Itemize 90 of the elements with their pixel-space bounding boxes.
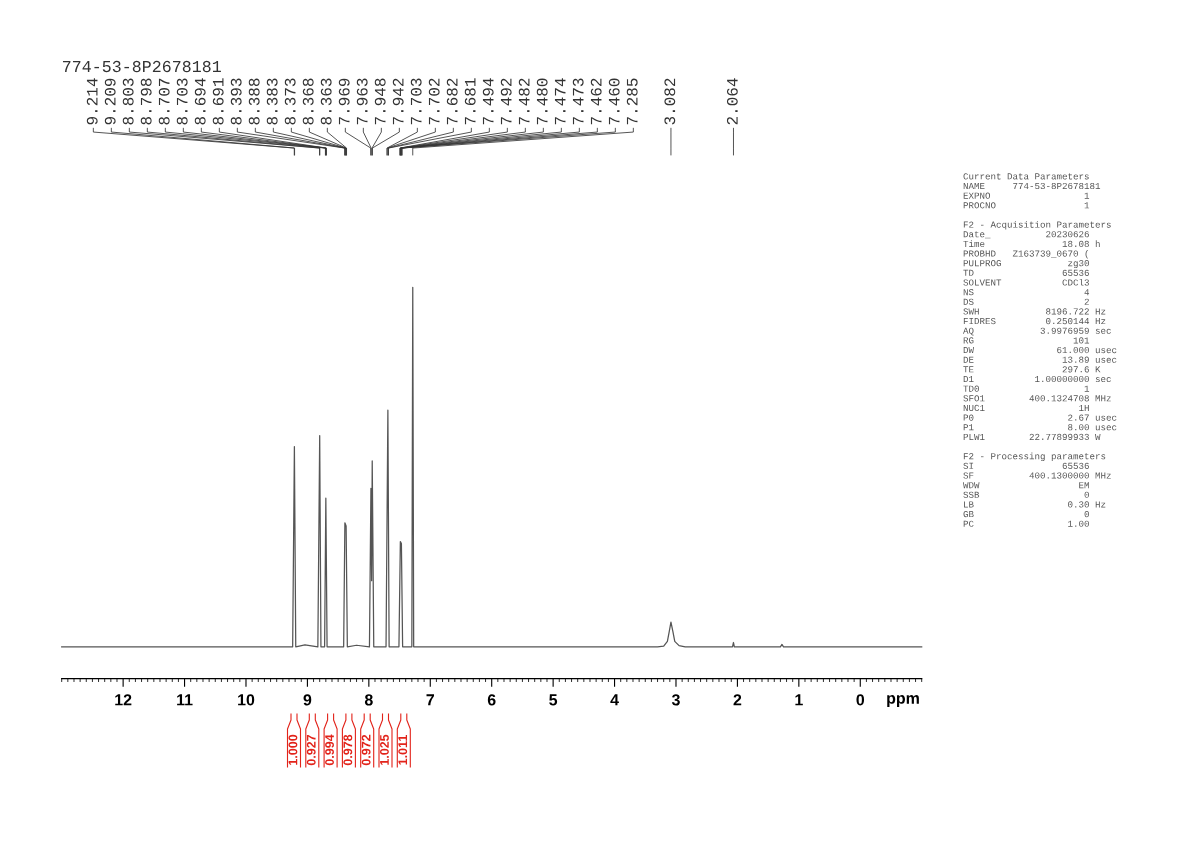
annotation: 9.209 bbox=[104, 78, 116, 125]
text: RG 101 bbox=[963, 337, 1090, 344]
annotation: 7.963 bbox=[356, 78, 368, 125]
x-tick-label: 0 bbox=[856, 694, 865, 706]
text: AQ 3.9976959 sec bbox=[963, 327, 1111, 336]
x-tick-label: 12 bbox=[115, 694, 132, 706]
text: 0.972 bbox=[361, 734, 371, 766]
annotation: 7.969 bbox=[338, 78, 350, 125]
annotation: 7.702 bbox=[428, 78, 440, 125]
annotation: 7.703 bbox=[410, 78, 422, 125]
x-axis-title: ppm bbox=[887, 695, 919, 707]
text: PULPROG zg30 bbox=[963, 260, 1089, 269]
annotation: 7.460 bbox=[608, 78, 620, 125]
x-tick-label: 3 bbox=[671, 694, 680, 706]
text: Date_ 20230626 bbox=[963, 231, 1089, 239]
text: NUC1 1H bbox=[963, 404, 1089, 412]
annotation: 7.492 bbox=[500, 78, 512, 125]
x-tick-label: 11 bbox=[177, 694, 193, 706]
x-tick-label: 1 bbox=[795, 694, 803, 706]
text: PROBHD Z163739_0670 ( bbox=[963, 249, 1089, 259]
annotation: 8.691 bbox=[212, 78, 224, 125]
text: SI 65536 bbox=[963, 462, 1089, 469]
text: TE 297.6 K bbox=[963, 366, 1101, 373]
text: NAME 774-53-8P2678181 bbox=[963, 182, 1101, 190]
text: 1.025 bbox=[380, 734, 389, 765]
annotation: 7.682 bbox=[446, 78, 458, 125]
x-tick-label: 6 bbox=[487, 694, 496, 706]
annotation: 7.480 bbox=[536, 78, 548, 125]
text: TD 65536 bbox=[963, 269, 1089, 276]
x-tick-label: 7 bbox=[426, 694, 435, 706]
x-tick-label: 8 bbox=[364, 694, 373, 706]
text: PROCNO 1 bbox=[963, 202, 1090, 209]
text: 1.000 bbox=[288, 734, 298, 765]
chart-title: 774-53-8P2678181 bbox=[62, 60, 221, 73]
annotation: 7.942 bbox=[392, 78, 404, 125]
annotation: 7.494 bbox=[482, 78, 494, 125]
annotation: 7.474 bbox=[554, 78, 566, 125]
x-tick-label: 5 bbox=[549, 694, 558, 706]
text: Current Data Parameters bbox=[963, 173, 1089, 180]
annotation: 8.368 bbox=[302, 78, 314, 125]
annotation: 7.482 bbox=[518, 78, 530, 125]
annotation: 8.373 bbox=[284, 78, 296, 125]
text: PLW1 22.77899933 W bbox=[963, 433, 1101, 441]
text: 0.927 bbox=[306, 734, 316, 766]
annotation: 7.948 bbox=[374, 78, 386, 125]
text: TD0 1 bbox=[963, 385, 1090, 392]
text: SOLVENT CDCl3 bbox=[963, 278, 1089, 286]
annotation: 7.462 bbox=[590, 78, 602, 125]
text: SF 400.1300000 MHz bbox=[963, 472, 1111, 479]
annotation: 7.681 bbox=[464, 78, 476, 125]
text: NS 4 bbox=[963, 289, 1090, 296]
annotation: 8.803 bbox=[122, 78, 134, 125]
annotation: 7.285 bbox=[626, 78, 638, 125]
annotation: 8.798 bbox=[140, 78, 152, 125]
annotation: 8.383 bbox=[266, 78, 278, 125]
x-tick-label: 10 bbox=[238, 694, 255, 706]
text: P0 2.67 usec bbox=[963, 414, 1117, 421]
text: SFO1 400.1324708 MHz bbox=[963, 395, 1111, 402]
text: 0.978 bbox=[343, 734, 353, 766]
annotation: 8.388 bbox=[248, 78, 260, 125]
annotation: 8.707 bbox=[158, 78, 170, 125]
text: 1.011 bbox=[398, 735, 408, 765]
text: DW 61.000 usec bbox=[963, 346, 1117, 354]
text: GB 0 bbox=[963, 510, 1089, 518]
x-tick-label: 2 bbox=[733, 694, 742, 706]
text: DS 2 bbox=[963, 298, 1089, 305]
text: SWH 8196.722 Hz bbox=[963, 308, 1106, 315]
text: F2 - Processing parameters bbox=[963, 452, 1106, 462]
text: F2 - Acquisition Parameters bbox=[963, 220, 1111, 230]
text: P1 8.00 usec bbox=[963, 424, 1117, 431]
text: WDW EM bbox=[963, 482, 1089, 489]
x-tick-label: 4 bbox=[610, 694, 619, 706]
text: FIDRES 0.250144 Hz bbox=[963, 317, 1106, 325]
annotation: 9.214 bbox=[86, 78, 98, 125]
text: EXPNO 1 bbox=[963, 192, 1090, 199]
text: LB 0.30 Hz bbox=[964, 501, 1106, 508]
text: 0.994 bbox=[325, 734, 334, 766]
text: PC 1.00 bbox=[963, 520, 1089, 527]
text: DE 13.89 usec bbox=[963, 356, 1117, 363]
annotation: 3.082 bbox=[664, 78, 676, 125]
annotation: 8.393 bbox=[230, 78, 242, 125]
text: SSB 0 bbox=[963, 491, 1089, 498]
annotation: 8.694 bbox=[194, 78, 206, 125]
text: D1 1.00000000 sec bbox=[963, 375, 1111, 383]
annotation: 8.703 bbox=[176, 78, 188, 125]
annotation: 2.064 bbox=[726, 78, 738, 125]
annotation: 8.363 bbox=[320, 78, 332, 125]
x-tick-label: 9 bbox=[303, 694, 312, 706]
text: Time 18.08 h bbox=[963, 240, 1100, 248]
annotation: 7.473 bbox=[572, 78, 584, 125]
